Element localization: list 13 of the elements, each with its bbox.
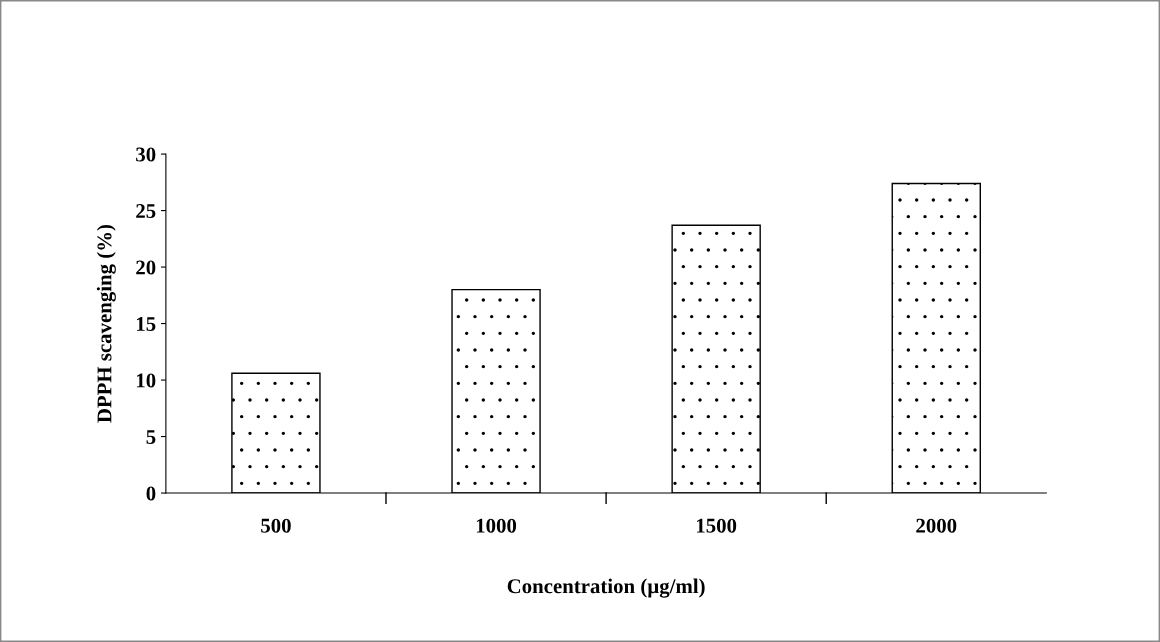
x-tick-label: 1500	[696, 518, 737, 533]
y-tick-label: 5	[146, 430, 156, 444]
y-tick-label: 25	[136, 204, 156, 219]
y-tick-label: 30	[136, 147, 156, 162]
x-tick-label: 2000	[916, 518, 957, 533]
y-tick-label: 15	[136, 317, 156, 331]
y-axis-title: DPPH scavenging (%)	[96, 224, 116, 423]
x-tick-label: 1000	[476, 518, 517, 533]
y-tick-label: 20	[136, 260, 156, 275]
x-tick-label: 500	[261, 518, 291, 533]
x-axis-title: Concentration (µg/ml)	[507, 578, 705, 598]
y-tick-label: 0	[146, 486, 156, 501]
y-tick-label: 10	[136, 373, 156, 388]
